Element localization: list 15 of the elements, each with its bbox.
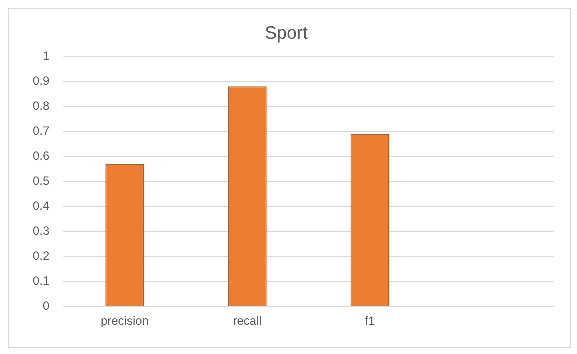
y-tick-label: 0.7 xyxy=(32,124,50,138)
y-tick-label: 0.1 xyxy=(32,274,50,288)
x-tick-label: f1 xyxy=(365,314,376,328)
y-tick-label: 0.8 xyxy=(32,98,50,113)
y-tick-label: 1 xyxy=(42,48,50,63)
chart-title: Sport xyxy=(264,22,308,43)
y-tick-label: 0.4 xyxy=(32,198,50,213)
y-tick-label: 0.2 xyxy=(32,248,50,263)
y-tick-label: 0.3 xyxy=(32,224,50,238)
y-tick-label: 0.5 xyxy=(32,174,50,188)
y-tick-label: 0 xyxy=(42,298,50,313)
x-tick-label: recall xyxy=(233,314,262,328)
x-tick-label: precision xyxy=(100,314,149,328)
y-tick-label: 0.6 xyxy=(32,148,50,163)
y-tick-label: 0.9 xyxy=(32,74,50,88)
